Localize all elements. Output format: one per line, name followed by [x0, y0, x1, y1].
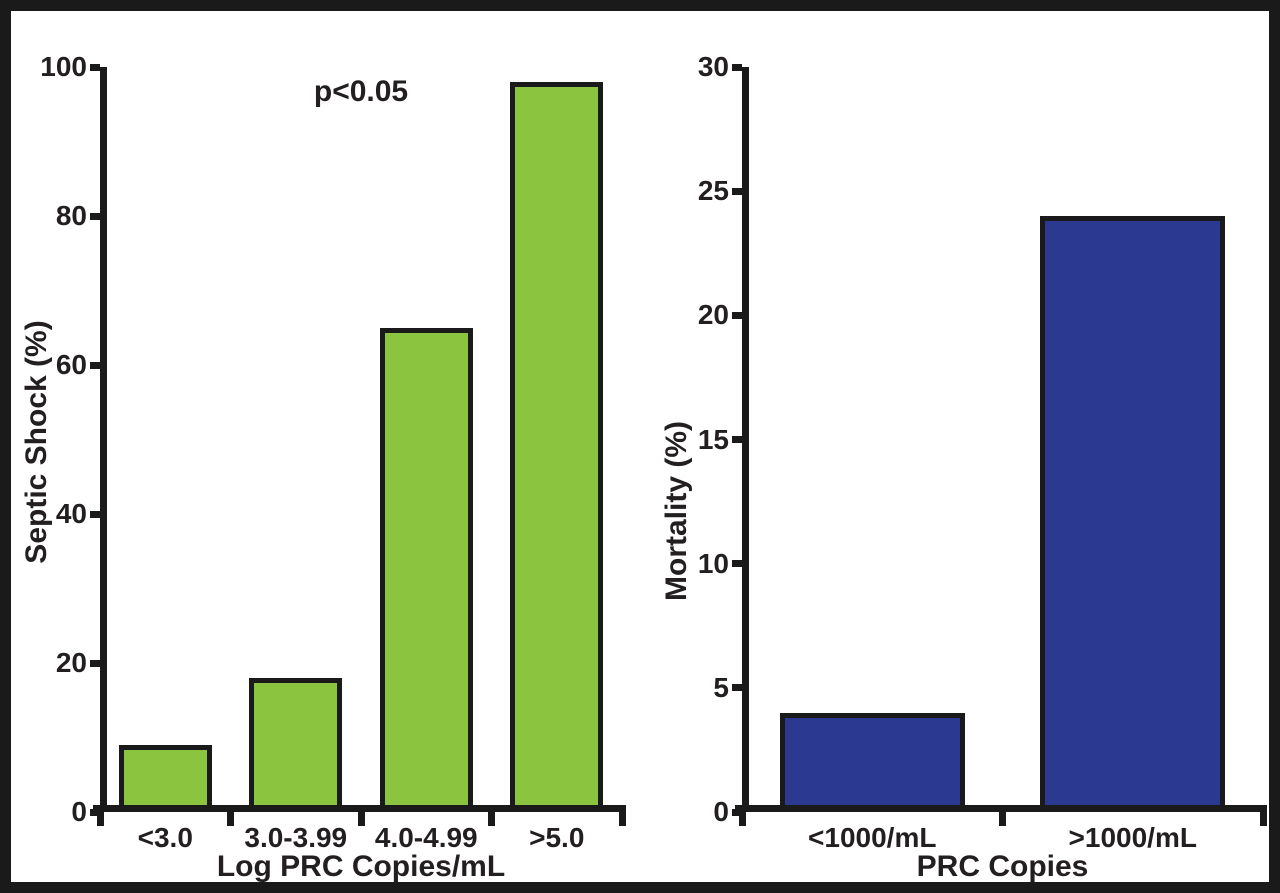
x-category-label: >1000/mL — [1068, 822, 1197, 853]
x-tick-mark — [357, 812, 365, 826]
mortality-chart-panel: Mortality (%) 0 5 10 15 20 25 30 <1000/mL >1000… — [11, 11, 1269, 882]
septic-shock-x-axis-label: Log PRC Copies/mL — [216, 850, 506, 883]
bar->5.0 — [510, 81, 604, 812]
x-tick-mark — [738, 812, 746, 826]
y-tick-label: 15 — [697, 423, 729, 455]
y-tick-mark — [90, 659, 100, 667]
y-tick-mark — [732, 808, 742, 816]
y-tick-mark — [732, 436, 742, 443]
mortality-x-axis — [735, 805, 1267, 812]
bar-3.0-3.99 — [249, 677, 343, 812]
x-category-label: 4.0-4.99 — [374, 822, 478, 853]
y-tick-mark — [732, 311, 742, 319]
y-tick-label: 30 — [697, 51, 729, 82]
y-tick-label: 0 — [713, 796, 729, 827]
x-tick-mark — [618, 812, 626, 826]
bar-<3.0 — [118, 744, 212, 812]
bar->1000/mL — [1040, 216, 1226, 812]
y-tick-mark — [90, 212, 100, 220]
y-tick-mark — [732, 684, 742, 692]
x-tick-mark — [999, 812, 1006, 826]
y-tick-label: 60 — [55, 349, 87, 380]
x-category-label: 3.0-3.99 — [244, 822, 348, 853]
y-tick-label: 80 — [55, 200, 87, 231]
septic-shock-chart-panel: Septic Shock (%) p<0.05 0 20 40 60 80 100 <3.… — [11, 11, 1269, 882]
bar-<1000/mL — [779, 712, 965, 812]
mortality-plot-area: 0 5 10 15 20 25 30 <1000/mL >1000/mL PRC Copies — [698, 51, 1267, 882]
y-tick-label: 0 — [71, 796, 87, 827]
y-tick-mark — [732, 187, 742, 195]
y-tick-mark — [90, 510, 100, 518]
y-tick-mark — [732, 63, 742, 71]
y-tick-label: 5 — [713, 671, 729, 703]
y-tick-mark — [90, 63, 100, 71]
p-value-annotation: p<0.05 — [313, 75, 409, 108]
x-tick-mark — [227, 812, 234, 826]
x-category-label: >5.0 — [529, 822, 585, 853]
y-tick-mark — [732, 560, 742, 568]
x-category-label: <1000/mL — [808, 822, 937, 853]
x-category-label: <3.0 — [137, 822, 193, 853]
septic-shock-plot-area: p<0.05 0 20 40 60 80 100 <3.0 3.0-3.99 4.0-4.99… — [40, 51, 626, 882]
x-tick-mark — [488, 812, 495, 826]
x-tick-mark — [1259, 812, 1267, 826]
septic-shock-x-axis — [93, 805, 626, 812]
mortality-y-axis-label: Mortality (%) — [660, 421, 693, 601]
y-tick-mark — [90, 808, 100, 816]
mortality-x-axis-label: PRC Copies — [916, 850, 1089, 883]
y-tick-label: 20 — [55, 647, 87, 678]
y-tick-label: 40 — [55, 498, 87, 529]
y-tick-label: 10 — [697, 547, 729, 579]
y-tick-label: 20 — [697, 299, 729, 331]
septic-shock-y-axis — [100, 67, 107, 812]
bar-4.0-4.99 — [379, 327, 473, 812]
mortality-y-axis — [742, 67, 749, 812]
y-tick-mark — [90, 361, 100, 369]
x-tick-mark — [96, 812, 104, 826]
y-tick-label: 25 — [697, 175, 729, 207]
y-tick-label: 100 — [40, 51, 87, 82]
